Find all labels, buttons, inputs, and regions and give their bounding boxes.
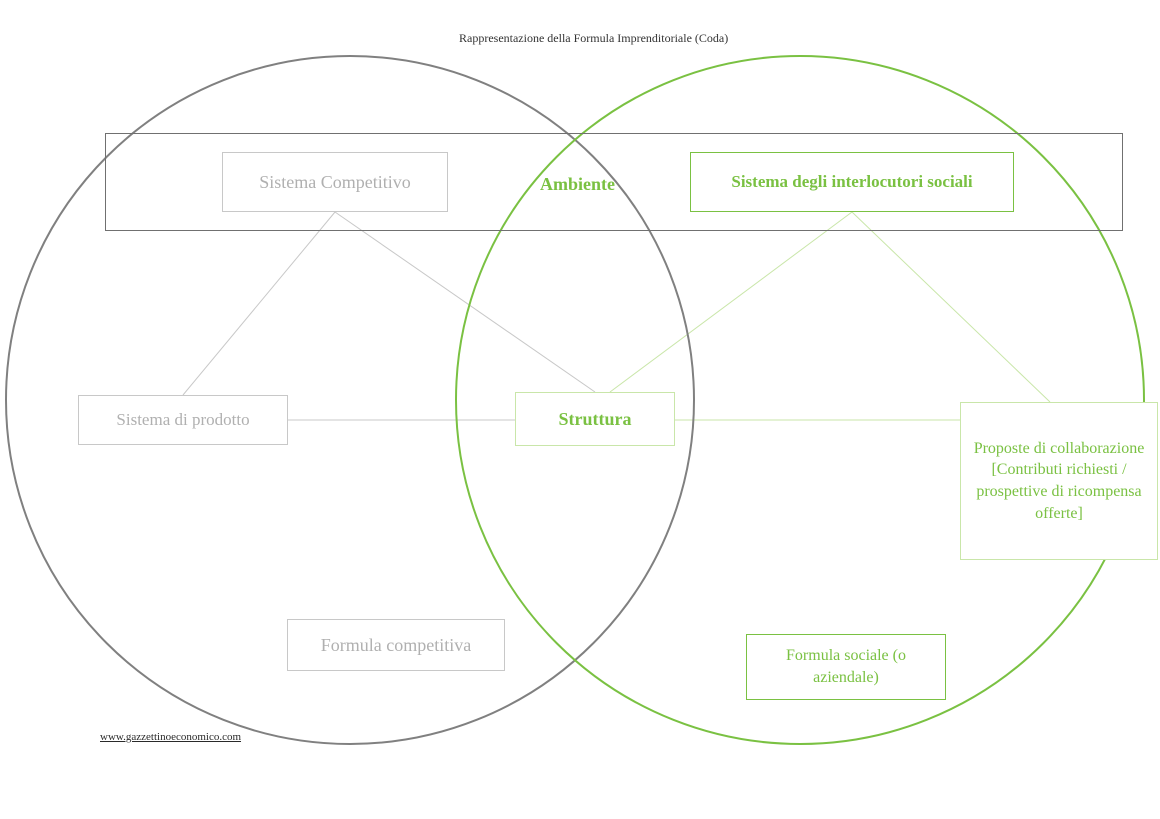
node-formula-competitiva-label: Formula competitiva bbox=[321, 633, 471, 657]
diagram-title: Rappresentazione della Formula Imprendit… bbox=[459, 31, 728, 46]
node-sistema-competitivo: Sistema Competitivo bbox=[222, 152, 448, 212]
node-sistema-interlocutori: Sistema degli interlocutori sociali bbox=[690, 152, 1014, 212]
node-sistema-interlocutori-label: Sistema degli interlocutori sociali bbox=[731, 171, 972, 194]
node-formula-sociale-label: Formula sociale (o aziendale) bbox=[757, 645, 935, 688]
source-link[interactable]: www.gazzettinoeconomico.com bbox=[100, 731, 241, 743]
node-proposte-label: Proposte di collaborazione [Contributi r… bbox=[971, 438, 1147, 524]
node-formula-sociale: Formula sociale (o aziendale) bbox=[746, 634, 946, 700]
node-proposte: Proposte di collaborazione [Contributi r… bbox=[960, 402, 1158, 560]
struttura-label: Struttura bbox=[559, 407, 632, 431]
ambiente-label: Ambiente bbox=[540, 174, 615, 195]
diagram-canvas: Rappresentazione della Formula Imprendit… bbox=[0, 0, 1160, 819]
node-sistema-prodotto: Sistema di prodotto bbox=[78, 395, 288, 445]
node-sistema-competitivo-label: Sistema Competitivo bbox=[259, 170, 411, 194]
node-formula-competitiva: Formula competitiva bbox=[287, 619, 505, 671]
node-sistema-prodotto-label: Sistema di prodotto bbox=[116, 409, 249, 432]
node-struttura: Struttura bbox=[515, 392, 675, 446]
